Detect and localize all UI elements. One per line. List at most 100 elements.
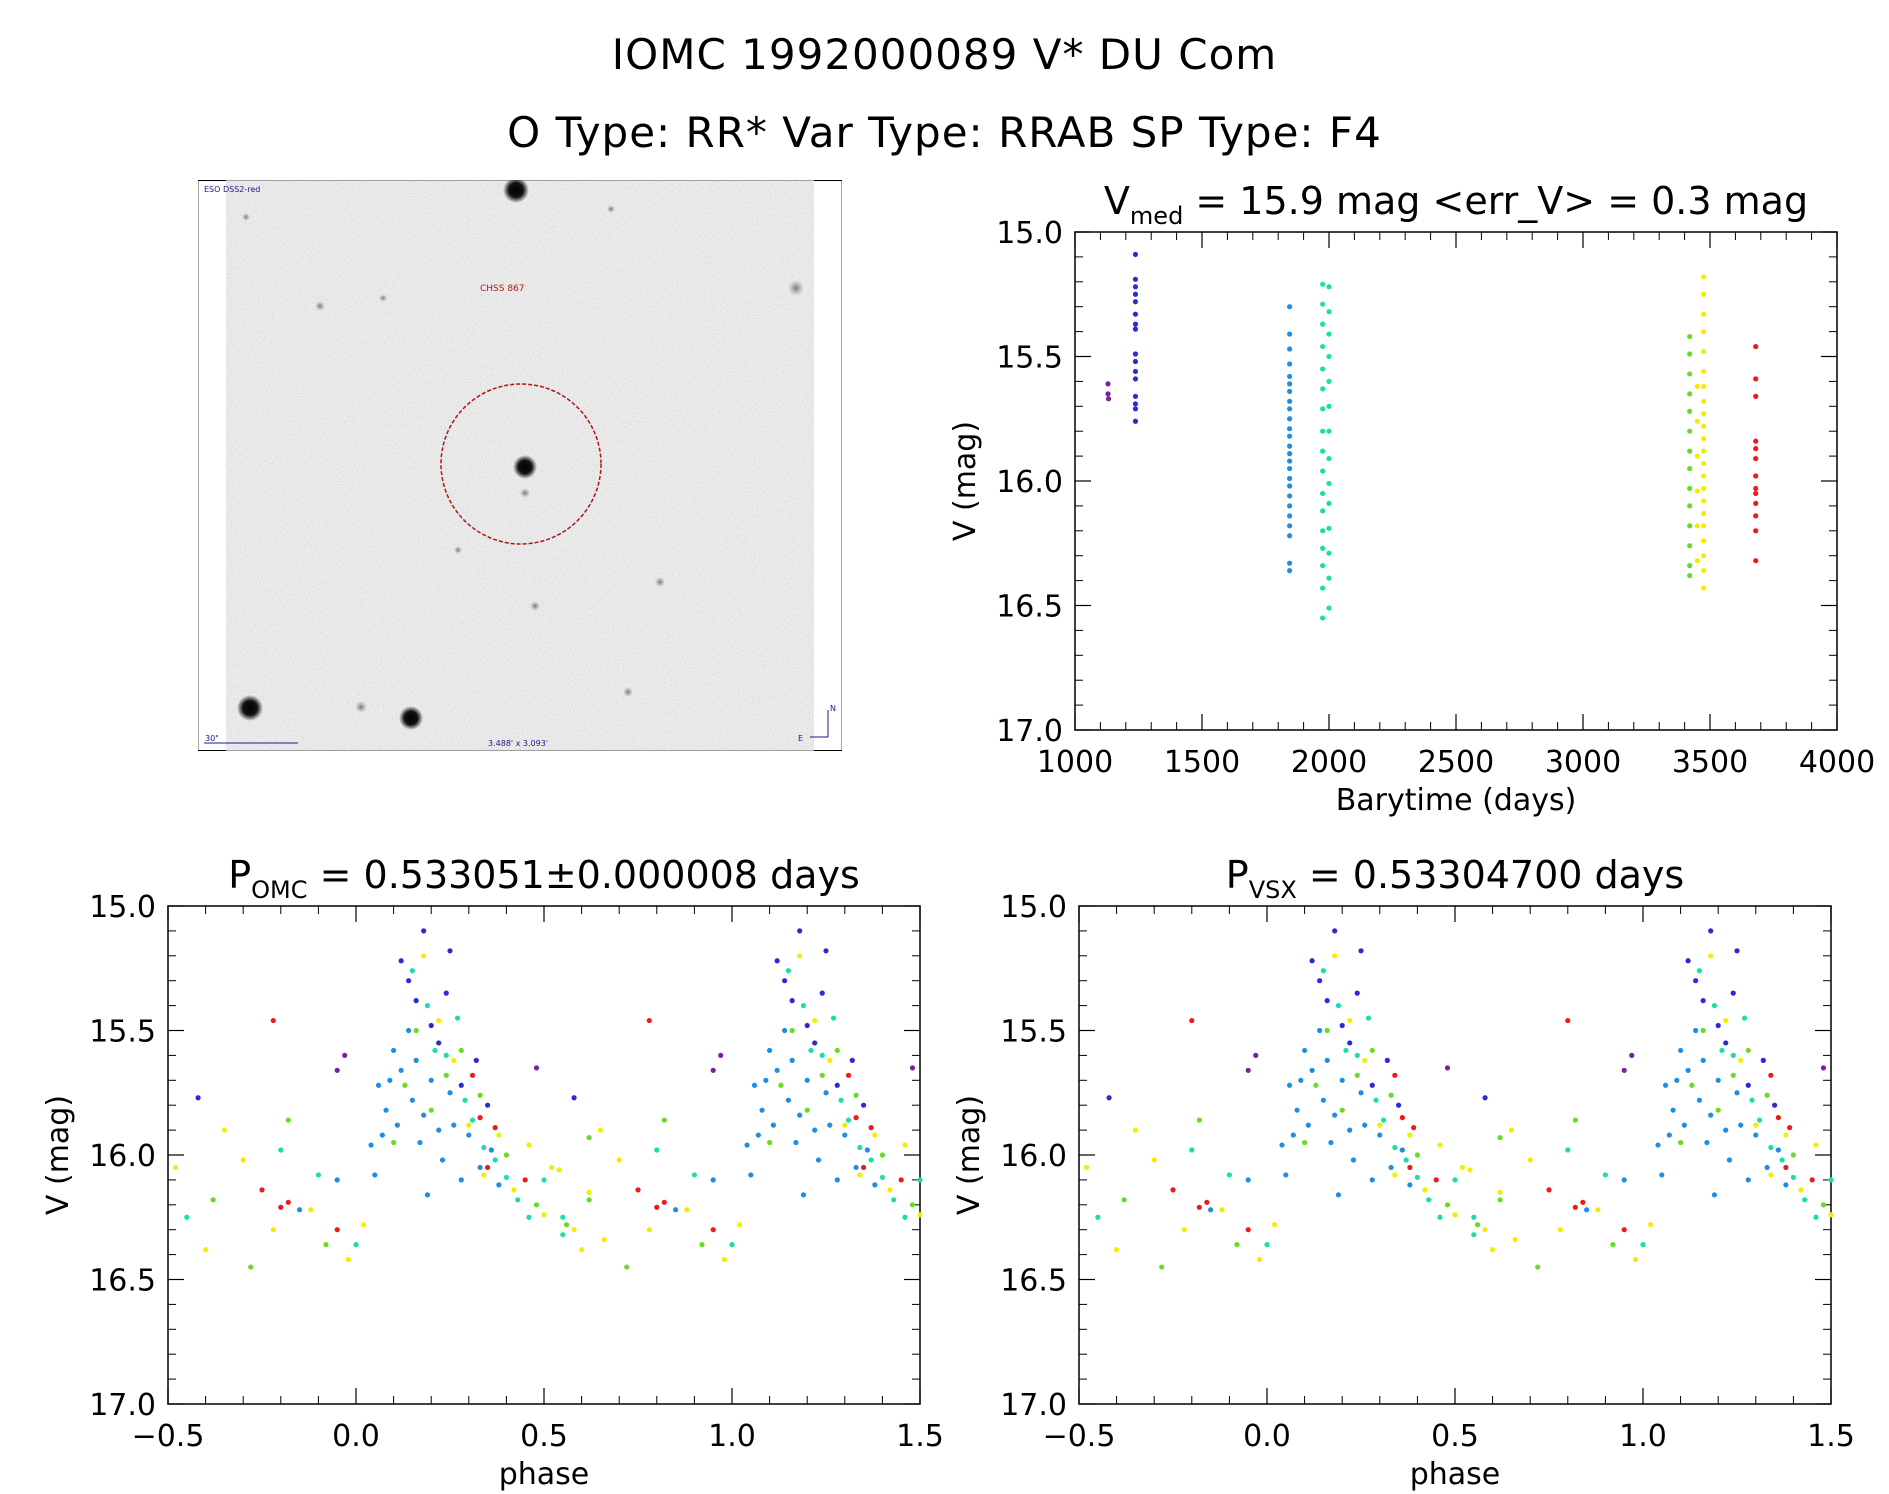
data-point <box>1701 348 1707 355</box>
x-tick-label: 2000 <box>1291 745 1367 780</box>
data-point <box>1105 381 1111 387</box>
data-point <box>1444 1202 1451 1208</box>
data-point <box>1584 1207 1590 1213</box>
data-point <box>458 1177 464 1183</box>
data-point <box>1694 488 1700 494</box>
data-point <box>909 1202 916 1208</box>
data-point <box>1700 1027 1706 1034</box>
data-point <box>1208 1207 1214 1213</box>
data-point <box>710 1177 716 1183</box>
data-point <box>804 1107 810 1113</box>
data-point <box>823 948 829 954</box>
data-point <box>1666 1132 1672 1138</box>
data-point <box>1775 1115 1781 1121</box>
data-point <box>1326 455 1332 462</box>
data-series <box>1694 274 1707 591</box>
data-point <box>1753 500 1759 507</box>
data-point <box>1302 1139 1308 1146</box>
data-point <box>1407 1132 1413 1138</box>
data-point <box>1711 1192 1718 1198</box>
data-point <box>1687 333 1693 340</box>
data-point <box>511 1187 517 1193</box>
y-tick-label: 15.0 <box>996 216 1063 251</box>
data-point <box>861 1102 867 1108</box>
data-point <box>654 1147 660 1153</box>
data-point <box>1687 391 1693 397</box>
data-point <box>560 1232 566 1238</box>
data-point <box>533 1202 540 1208</box>
data-point <box>345 1256 352 1263</box>
data-point <box>1256 1256 1263 1263</box>
data-point <box>1471 1232 1477 1238</box>
data-point <box>1764 1092 1770 1098</box>
data-point <box>1760 1057 1766 1063</box>
data-point <box>834 1082 840 1088</box>
data-point <box>1384 1057 1390 1063</box>
data-point <box>845 1117 852 1123</box>
faint-star <box>242 213 250 221</box>
data-point <box>1687 351 1693 357</box>
x-tick-label: 0.5 <box>1431 1419 1479 1454</box>
data-point <box>1132 1127 1138 1133</box>
data-point <box>1339 1107 1345 1113</box>
data-point <box>1701 274 1707 280</box>
data-point <box>1354 1052 1360 1058</box>
y-tick-label: 15.5 <box>1000 1015 1067 1050</box>
y-axis-label: V (mag) <box>41 1095 76 1215</box>
data-point <box>1326 284 1332 290</box>
data-point <box>1693 1027 1699 1034</box>
data-point <box>334 1227 340 1233</box>
data-point <box>857 1144 863 1151</box>
data-point <box>1377 1122 1383 1128</box>
data-point <box>751 1082 758 1088</box>
data-point <box>797 953 803 959</box>
data-point <box>1326 550 1332 556</box>
data-point <box>1326 309 1332 315</box>
data-point <box>278 1147 284 1153</box>
data-point <box>808 1047 814 1054</box>
data-point <box>1745 1047 1751 1054</box>
data-point <box>770 1122 776 1128</box>
title-subscript: med <box>1130 202 1183 230</box>
data-point <box>1471 1214 1477 1220</box>
data-point <box>1482 1095 1488 1101</box>
data-point <box>1775 1147 1781 1153</box>
x-tick-label: 3000 <box>1545 745 1621 780</box>
data-point <box>635 1187 641 1193</box>
data-point <box>1422 1187 1428 1193</box>
data-point <box>849 1057 855 1063</box>
data-point <box>1497 1197 1503 1203</box>
data-point <box>1320 615 1326 621</box>
data-point <box>1497 1134 1503 1141</box>
data-point <box>800 1003 807 1009</box>
compass <box>810 710 829 738</box>
data-point <box>819 1052 825 1058</box>
data-point <box>1320 528 1326 534</box>
data-point <box>563 1222 570 1228</box>
x-axis-label: Barytime (days) <box>1336 783 1577 818</box>
data-point <box>853 1164 859 1171</box>
data-point <box>469 1117 476 1123</box>
data-point <box>1377 1132 1383 1138</box>
data-series <box>1208 1027 1789 1213</box>
target-label: CHSS 867 <box>480 284 525 294</box>
data-point <box>616 1157 622 1163</box>
data-point <box>1490 1247 1496 1253</box>
data-series <box>297 1027 878 1213</box>
data-point <box>1320 366 1326 372</box>
data-point <box>492 1125 498 1131</box>
data-point <box>1388 1092 1394 1098</box>
data-point <box>710 1227 716 1233</box>
compass-east-label: E <box>798 734 803 743</box>
title-rest: = 0.533051±0.000008 days <box>308 853 860 897</box>
bright-star <box>503 180 529 203</box>
data-point <box>827 1057 833 1063</box>
x-tick-label: 1500 <box>1164 745 1240 780</box>
data-point <box>1444 1065 1451 1071</box>
faint-star <box>623 687 633 697</box>
data-point <box>1813 1142 1819 1148</box>
data-point <box>1320 468 1326 474</box>
data-point <box>1629 1052 1635 1058</box>
data-point <box>522 1177 528 1183</box>
data-point <box>1687 503 1693 509</box>
